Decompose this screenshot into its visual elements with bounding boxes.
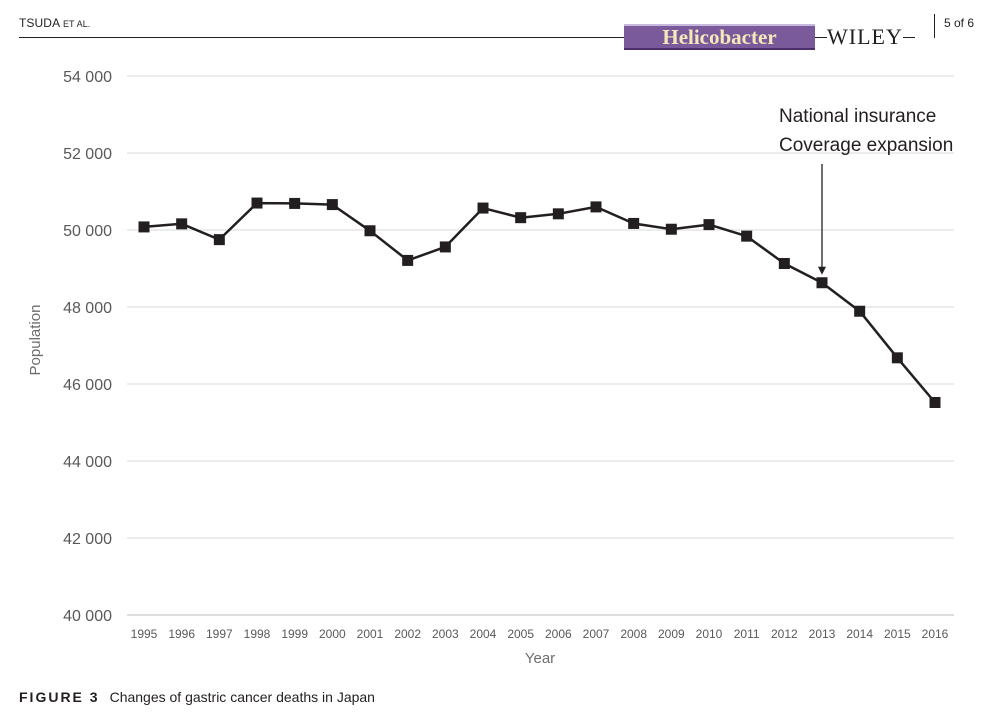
- x-tick-label: 1998: [244, 627, 271, 641]
- data-point: [402, 254, 414, 266]
- publisher-name: WILEY: [827, 24, 903, 49]
- gridlines: [127, 75, 954, 616]
- data-point: [929, 396, 941, 408]
- x-tick-label: 2015: [884, 627, 911, 641]
- y-tick-label: 48 000: [63, 300, 112, 317]
- x-tick-label: 2011: [734, 627, 760, 641]
- y-tick-label: 52 000: [63, 146, 112, 163]
- y-tick-label: 40 000: [63, 608, 112, 625]
- data-point: [628, 217, 640, 229]
- x-tick-label: 1996: [168, 627, 195, 641]
- figure-caption: FIGURE 3 Changes of gastric cancer deaths…: [19, 689, 375, 705]
- journal-name: Helicobacter: [662, 25, 777, 49]
- data-point: [251, 197, 263, 209]
- y-tick-label: 54 000: [63, 69, 112, 86]
- x-tick-label: 1999: [281, 627, 308, 641]
- x-tick-label: 2014: [846, 627, 873, 641]
- data-point: [364, 225, 376, 237]
- figure-label: FIGURE 3: [19, 689, 100, 705]
- data-point: [213, 234, 225, 246]
- running-head: TSUDA ET AL.: [19, 16, 90, 30]
- x-tick-label: 1995: [131, 627, 158, 641]
- annotation-arrow-head: [818, 266, 826, 275]
- x-tick-label: 2006: [545, 627, 572, 641]
- data-point: [515, 212, 527, 224]
- x-tick-label: 2016: [922, 627, 949, 641]
- data-point: [778, 257, 790, 269]
- caption-text: Changes of gastric cancer deaths in Japa…: [109, 689, 375, 705]
- series-line: [143, 201, 936, 404]
- header-rule: [19, 37, 819, 38]
- data-point: [439, 241, 451, 253]
- y-tick-label: 46 000: [63, 377, 112, 394]
- x-tick-label: 2005: [507, 627, 534, 641]
- x-tick-label: 2009: [658, 627, 685, 641]
- x-tick-label: 2000: [319, 627, 346, 641]
- data-point: [552, 208, 564, 220]
- x-tick-label: 2002: [394, 627, 421, 641]
- et-al: ET AL.: [62, 19, 91, 29]
- publisher-logo: WILEY: [815, 24, 915, 50]
- x-tick-label: 2003: [432, 627, 459, 641]
- x-tick-label: 2001: [357, 627, 384, 641]
- x-tick-label: 2004: [470, 627, 497, 641]
- data-point: [741, 230, 753, 242]
- annotation-line-2: Coverage expansion: [779, 135, 953, 156]
- page-separator: [934, 14, 935, 38]
- data-point: [816, 277, 828, 289]
- series-layer: [138, 197, 941, 408]
- data-point: [326, 199, 338, 211]
- y-tick-label: 42 000: [63, 531, 112, 548]
- data-point: [590, 201, 602, 213]
- author-name: TSUDA: [19, 16, 60, 30]
- data-point: [289, 197, 301, 209]
- x-tick-label: 2010: [696, 627, 723, 641]
- y-tick-label: 50 000: [63, 223, 112, 240]
- x-tick-label: 2013: [809, 627, 836, 641]
- x-axis-ticks: 1995 1996 1997 1998 1999 2000 2001 2002 2003 2004…: [131, 627, 949, 641]
- y-axis-ticks: 40 000 42 000 44 000 46 000 48 000 50 000 52 0…: [63, 69, 112, 625]
- journal-logo: Helicobacter: [624, 24, 815, 50]
- y-tick-label: 44 000: [63, 454, 112, 471]
- data-point: [665, 223, 677, 235]
- publisher-dash: [902, 36, 915, 38]
- annotation-line-1: National insurance: [779, 106, 936, 127]
- data-point: [477, 202, 489, 214]
- data-point: [703, 219, 715, 231]
- data-point: [854, 305, 866, 317]
- data-point: [176, 218, 188, 230]
- x-tick-label: 2008: [620, 627, 647, 641]
- page-number: 5 of 6: [944, 16, 975, 30]
- publisher-dash: [815, 36, 827, 38]
- x-tick-label: 1997: [206, 627, 233, 641]
- x-axis-label: Year: [525, 650, 555, 667]
- x-tick-label: 2007: [583, 627, 610, 641]
- y-axis-label: Population: [27, 305, 44, 376]
- data-point: [891, 352, 903, 364]
- annotation: National insurance Coverage expansion: [779, 106, 953, 275]
- data-point: [138, 221, 150, 233]
- x-tick-label: 2012: [771, 627, 798, 641]
